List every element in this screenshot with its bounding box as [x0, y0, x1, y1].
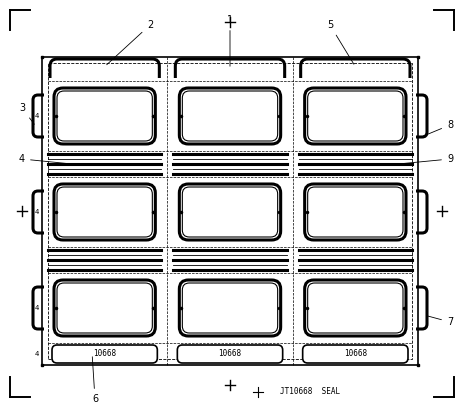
Text: 2: 2	[106, 20, 153, 65]
Text: 4: 4	[19, 154, 69, 164]
FancyBboxPatch shape	[304, 280, 405, 336]
Text: 5: 5	[326, 20, 353, 64]
FancyBboxPatch shape	[179, 280, 280, 336]
Text: 4: 4	[35, 113, 39, 119]
FancyBboxPatch shape	[302, 345, 407, 363]
FancyBboxPatch shape	[54, 88, 155, 144]
Text: 4: 4	[35, 305, 39, 311]
FancyBboxPatch shape	[179, 184, 280, 240]
FancyBboxPatch shape	[177, 345, 282, 363]
Text: 1: 1	[226, 15, 232, 66]
Bar	[42, 57, 417, 365]
Text: 4: 4	[35, 209, 39, 215]
Text: 10668: 10668	[93, 350, 116, 359]
Text: 7: 7	[426, 316, 452, 327]
Text: JT10668  SEAL: JT10668 SEAL	[279, 387, 339, 396]
Text: 6: 6	[92, 357, 98, 404]
Bar	[48, 63, 411, 359]
Text: 10668: 10668	[218, 350, 241, 359]
FancyBboxPatch shape	[52, 345, 157, 363]
FancyBboxPatch shape	[304, 184, 405, 240]
Text: 3: 3	[19, 103, 34, 124]
Text: 9: 9	[400, 154, 452, 164]
FancyBboxPatch shape	[304, 88, 405, 144]
Text: 10668: 10668	[343, 350, 366, 359]
Text: 8: 8	[423, 120, 452, 136]
FancyBboxPatch shape	[179, 88, 280, 144]
FancyBboxPatch shape	[54, 184, 155, 240]
Text: 4: 4	[35, 351, 39, 357]
FancyBboxPatch shape	[54, 280, 155, 336]
